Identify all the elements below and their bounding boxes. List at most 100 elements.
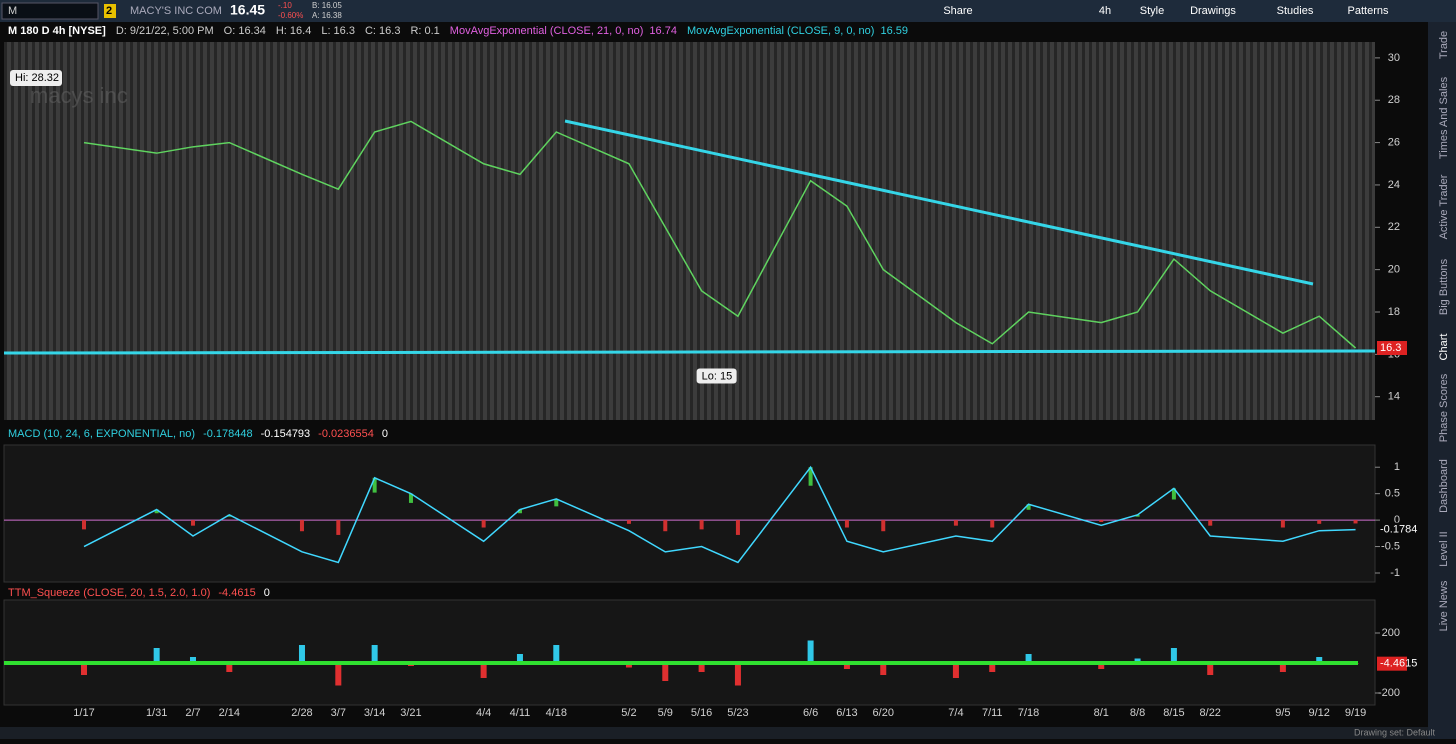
header-field: M 180 D 4h [NYSE] xyxy=(8,25,106,37)
sidebar-tab[interactable]: Dashboard xyxy=(1438,459,1450,513)
toolbar-button[interactable]: Share xyxy=(943,5,972,17)
toolbar-button[interactable]: Patterns xyxy=(1348,5,1389,17)
macd-bar xyxy=(808,467,813,486)
macd-bar xyxy=(1317,520,1322,524)
squeeze-bar xyxy=(989,663,996,672)
y-tick-label: 26 xyxy=(1388,136,1400,148)
x-tick-label: 8/15 xyxy=(1163,707,1184,719)
hi-label: Hi: 28.32 xyxy=(15,72,59,84)
toolbar-button[interactable]: Style xyxy=(1140,5,1164,17)
reading: 0 xyxy=(382,428,388,440)
sidebar-tab[interactable]: Level II xyxy=(1438,531,1450,566)
sidebar xyxy=(1428,22,1456,739)
symbol-box[interactable] xyxy=(1,2,99,20)
squeeze-bar xyxy=(335,663,342,686)
y-tick-label: 24 xyxy=(1388,179,1400,191)
squeeze-bar xyxy=(553,645,560,663)
bid: B: 16.05 xyxy=(312,1,342,10)
y-tick-label: 1 xyxy=(1394,461,1400,473)
x-tick-label: 5/9 xyxy=(658,707,673,719)
macd-bar xyxy=(481,520,486,528)
sidebar-tab[interactable]: Active Trader xyxy=(1438,174,1450,239)
sidebar-tab[interactable]: Phase Scores xyxy=(1438,373,1450,442)
y-tick-label: 18 xyxy=(1388,306,1400,318)
macd-bar xyxy=(1099,520,1104,522)
y-tick-label: 28 xyxy=(1388,94,1400,106)
status: Drawing set: Default xyxy=(1354,727,1436,737)
x-tick-label: 8/1 xyxy=(1094,707,1109,719)
y-tick-label: 14 xyxy=(1388,391,1400,403)
squeeze-bar xyxy=(880,663,887,675)
squeeze-bar xyxy=(516,654,523,663)
sidebar-tab[interactable]: Chart xyxy=(1438,334,1450,361)
toolbar xyxy=(0,0,1456,22)
panel-header: MACD (10, 24, 6, EXPONENTIAL, no) xyxy=(8,428,195,440)
squeeze-bar xyxy=(1098,663,1105,669)
x-tick-label: 1/31 xyxy=(146,707,167,719)
macd-bar xyxy=(299,520,304,532)
change-pct: -0.60% xyxy=(278,11,303,20)
macd-bar xyxy=(844,520,849,528)
y-tick-label: -200 xyxy=(1378,687,1400,699)
macd-bar xyxy=(408,493,413,503)
trendline[interactable] xyxy=(564,119,1314,286)
reading: -4.4615 xyxy=(218,587,255,599)
lo-label: Lo: 15 xyxy=(702,370,733,382)
squeeze-bar xyxy=(81,663,87,675)
price-tag-label: 16.3 xyxy=(1380,342,1401,354)
reading: 0 xyxy=(264,587,270,599)
sidebar-tab[interactable]: Trade xyxy=(1438,31,1450,59)
sidebar-tab[interactable]: Times And Sales xyxy=(1438,76,1450,159)
macd-bar xyxy=(626,520,631,524)
toolbar-button[interactable]: 4h xyxy=(1099,5,1111,17)
x-tick-label: 9/19 xyxy=(1345,707,1366,719)
symbol: M xyxy=(8,5,17,17)
study-value: 16.74 xyxy=(649,25,677,37)
watermark: macys inc xyxy=(30,83,128,108)
squeeze-bar xyxy=(734,663,741,686)
toolbar-button[interactable]: Studies xyxy=(1277,5,1314,17)
study-name: MovAvgExponential (CLOSE, 9, 0, no) xyxy=(687,25,875,37)
price-tag xyxy=(1377,341,1407,355)
x-tick-label: 2/14 xyxy=(219,707,240,719)
price-plot xyxy=(4,42,1375,420)
x-tick-label: 3/21 xyxy=(400,707,421,719)
macd-bar xyxy=(336,520,341,535)
macd-bar xyxy=(1135,514,1140,517)
x-tick-label: 3/14 xyxy=(364,707,385,719)
macd-plot xyxy=(3,444,1376,583)
header-field: D: 9/21/22, 5:00 PM xyxy=(116,25,214,37)
macd-bar xyxy=(1171,488,1176,500)
toolbar-button[interactable]: Drawings xyxy=(1190,5,1236,17)
price-tag xyxy=(1377,522,1407,537)
squeeze-bar xyxy=(189,657,196,663)
x-tick-label: 6/6 xyxy=(803,707,818,719)
macd-bar xyxy=(881,520,886,532)
squeeze-bar xyxy=(480,663,487,678)
x-tick-label: 6/13 xyxy=(836,707,857,719)
macd-bar xyxy=(990,520,995,528)
change: -.10 xyxy=(278,1,292,10)
squeeze-bar xyxy=(1025,654,1032,663)
x-tick-label: 5/23 xyxy=(727,707,748,719)
sidebar-tab[interactable]: Big Buttons xyxy=(1438,258,1450,315)
study-name: MovAvgExponential (CLOSE, 21, 0, no) xyxy=(450,25,644,37)
hi-box xyxy=(10,70,62,86)
squeeze-plot xyxy=(3,599,1376,706)
y-tick-label: 200 xyxy=(1382,627,1400,639)
y-tick-label: 0.5 xyxy=(1385,488,1400,500)
x-tick-label: 4/4 xyxy=(476,707,491,719)
reading: -0.178448 xyxy=(203,428,253,440)
squeeze-bar xyxy=(952,663,959,678)
sidebar-tab[interactable]: Live News xyxy=(1438,580,1450,631)
x-tick-label: 5/2 xyxy=(621,707,636,719)
macd-bar xyxy=(953,520,958,526)
y-tick-label: 20 xyxy=(1388,264,1400,276)
x-tick-label: 9/12 xyxy=(1309,707,1330,719)
x-tick-label: 2/28 xyxy=(291,707,312,719)
macd-bar xyxy=(1026,504,1031,510)
support-line[interactable] xyxy=(3,349,1376,355)
squeeze-bar xyxy=(698,663,705,672)
y-tick-label: 30 xyxy=(1388,52,1400,64)
